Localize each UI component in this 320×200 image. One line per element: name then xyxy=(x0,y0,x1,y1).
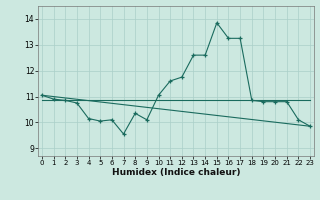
X-axis label: Humidex (Indice chaleur): Humidex (Indice chaleur) xyxy=(112,168,240,177)
